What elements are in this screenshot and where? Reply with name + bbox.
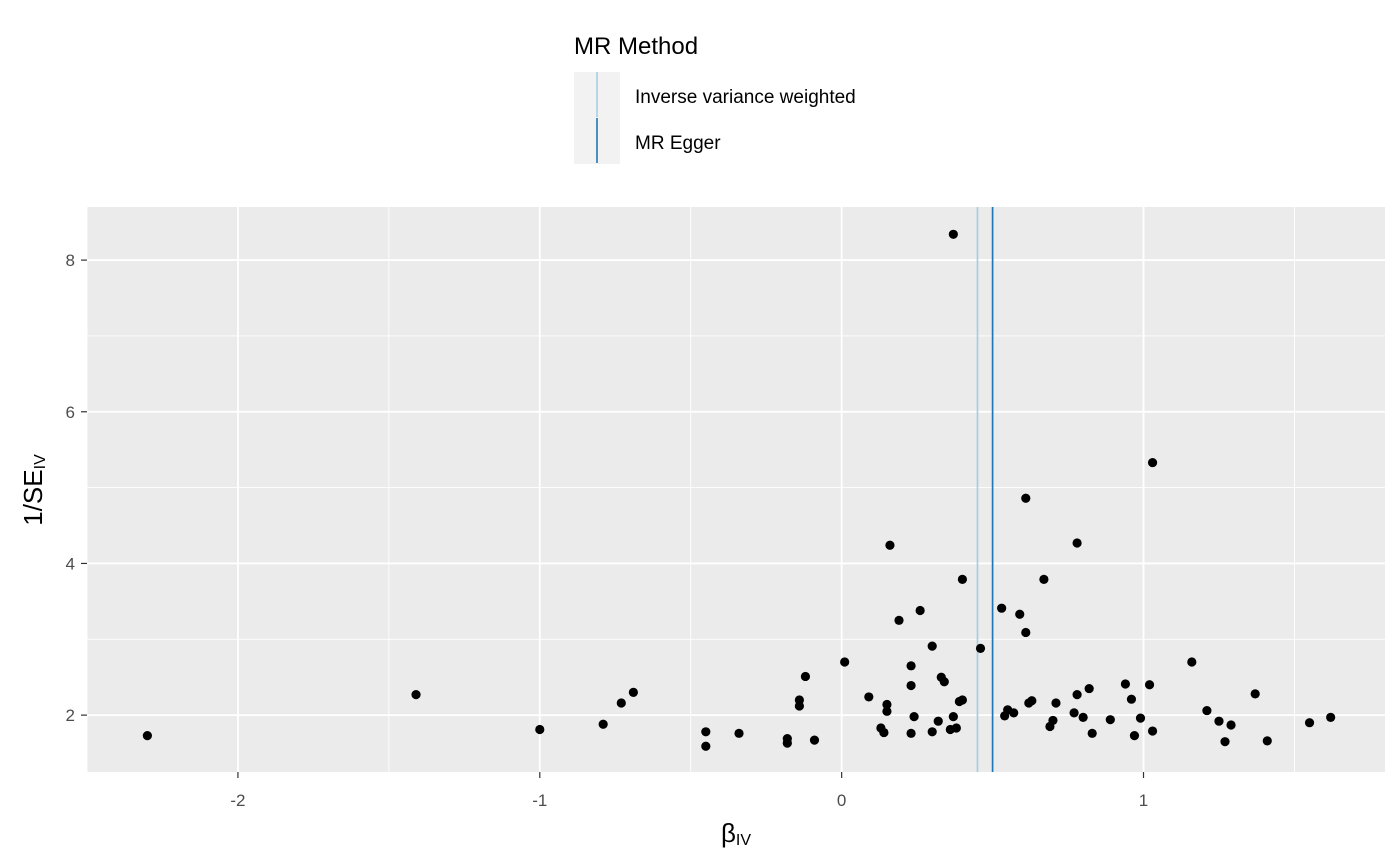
data-point xyxy=(1027,696,1037,706)
data-point xyxy=(1021,627,1031,638)
y-tick-label: 2 xyxy=(66,706,75,725)
legend-label-ivw: Inverse variance weighted xyxy=(635,87,856,108)
y-axis: 2 4 6 8 xyxy=(66,251,87,725)
data-point xyxy=(951,723,961,733)
y-tick-label: 6 xyxy=(66,403,75,422)
plot-panel xyxy=(87,207,1385,772)
data-point xyxy=(885,540,895,550)
data-point xyxy=(1039,574,1049,584)
data-points xyxy=(142,229,1336,751)
data-point xyxy=(598,719,608,729)
data-point xyxy=(915,605,925,616)
data-point xyxy=(1009,708,1019,718)
data-point xyxy=(1326,712,1336,722)
data-point xyxy=(1202,705,1212,716)
data-point xyxy=(864,692,874,702)
data-point xyxy=(1147,457,1158,468)
data-point xyxy=(927,727,937,737)
x-axis-title-sub: IV xyxy=(736,832,751,849)
grid-major xyxy=(87,207,1385,772)
data-point xyxy=(927,641,937,651)
data-point xyxy=(939,677,949,687)
grid-minor xyxy=(86,207,1385,772)
data-point xyxy=(734,728,744,738)
data-point xyxy=(1144,680,1155,690)
data-point xyxy=(1187,657,1197,667)
data-point xyxy=(957,695,967,705)
data-point xyxy=(909,712,919,722)
y-axis-title-main: 1/SE xyxy=(18,469,48,525)
data-point xyxy=(1078,712,1088,722)
data-point xyxy=(1214,716,1224,726)
data-point xyxy=(1084,683,1094,694)
data-point xyxy=(1051,698,1061,708)
data-point xyxy=(1072,690,1082,700)
data-point xyxy=(800,671,811,682)
data-point xyxy=(906,680,916,691)
data-point xyxy=(1048,715,1058,726)
data-point xyxy=(1069,708,1079,718)
data-point xyxy=(701,741,711,751)
data-point xyxy=(1021,493,1031,503)
legend: MR Method Inverse variance weighted MR E… xyxy=(574,33,856,164)
data-point xyxy=(906,728,916,738)
legend-label-egger: MR Egger xyxy=(635,133,721,154)
y-axis-title: 1/SEIV xyxy=(18,454,49,526)
data-point xyxy=(879,727,889,738)
data-point xyxy=(933,716,943,726)
y-tick-label: 8 xyxy=(66,251,75,270)
data-point xyxy=(1135,713,1146,723)
data-point xyxy=(1250,689,1260,699)
data-point xyxy=(535,724,545,735)
data-point xyxy=(948,712,958,722)
data-point xyxy=(997,603,1007,613)
data-point xyxy=(411,690,421,700)
x-axis: -2 -1 0 1 xyxy=(230,772,1148,810)
x-tick-label: 0 xyxy=(837,791,846,810)
x-tick-label: -1 xyxy=(532,791,547,810)
y-axis-title-sub: IV xyxy=(32,454,49,469)
data-point xyxy=(1262,736,1272,746)
x-axis-title: βIV xyxy=(721,818,751,849)
data-point xyxy=(1126,694,1137,704)
data-point xyxy=(701,727,711,737)
legend-title: MR Method xyxy=(574,33,698,60)
data-point xyxy=(957,574,967,584)
data-point xyxy=(1304,718,1315,728)
data-point xyxy=(142,730,152,741)
data-point xyxy=(1072,538,1082,548)
x-tick-label: 1 xyxy=(1139,791,1148,810)
data-point xyxy=(628,687,638,697)
data-point xyxy=(894,615,904,625)
data-point xyxy=(840,657,850,667)
data-point xyxy=(1220,737,1230,747)
data-point xyxy=(1120,679,1130,689)
data-point xyxy=(782,738,792,748)
y-tick-label: 4 xyxy=(66,554,75,573)
data-point xyxy=(948,229,958,239)
reference-lines xyxy=(976,207,994,772)
data-point xyxy=(1015,609,1025,619)
x-tick-label: -2 xyxy=(230,791,245,810)
data-point xyxy=(975,643,986,653)
data-point xyxy=(1105,715,1115,725)
data-point xyxy=(1129,730,1140,741)
data-point xyxy=(882,699,892,710)
data-point xyxy=(882,706,892,716)
data-point xyxy=(906,661,916,671)
x-axis-title-main: β xyxy=(721,818,736,848)
data-point xyxy=(809,735,820,745)
data-point xyxy=(1147,726,1158,736)
data-point xyxy=(794,701,804,711)
data-point xyxy=(616,698,626,708)
data-point xyxy=(1087,728,1097,738)
data-point xyxy=(1226,720,1236,730)
